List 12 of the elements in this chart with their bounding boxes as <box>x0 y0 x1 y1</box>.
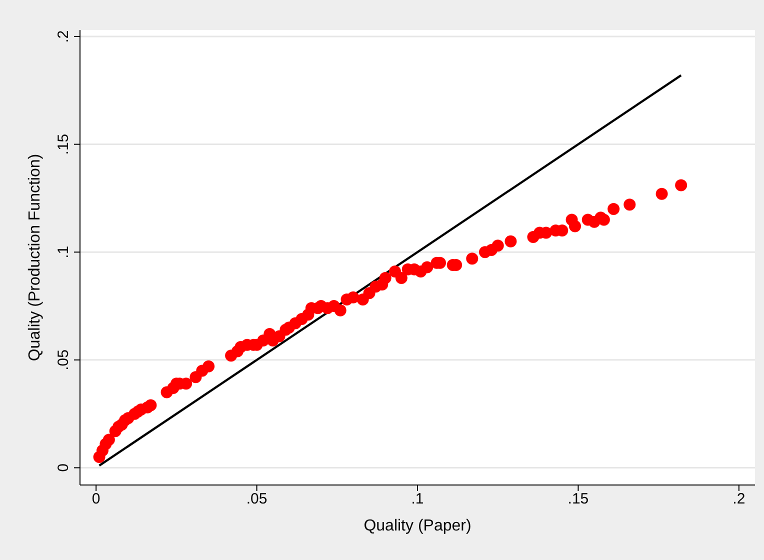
x-tick-label: .05 <box>246 490 268 508</box>
y-tick-label: .1 <box>55 246 72 258</box>
y-axis-title: Quality (Production Function) <box>26 154 44 362</box>
x-tick-label: .2 <box>732 490 746 508</box>
x-tick-label: .1 <box>411 490 424 508</box>
y-tick-label: .15 <box>55 134 72 155</box>
y-tick-label: .05 <box>55 350 72 370</box>
x-tick-label: 0 <box>92 490 100 508</box>
x-tick-label: .15 <box>568 490 589 508</box>
x-axis-title: Quality (Paper) <box>364 517 472 534</box>
y-tick-label: 0 <box>55 464 72 472</box>
y-tick-label: .2 <box>55 30 72 43</box>
